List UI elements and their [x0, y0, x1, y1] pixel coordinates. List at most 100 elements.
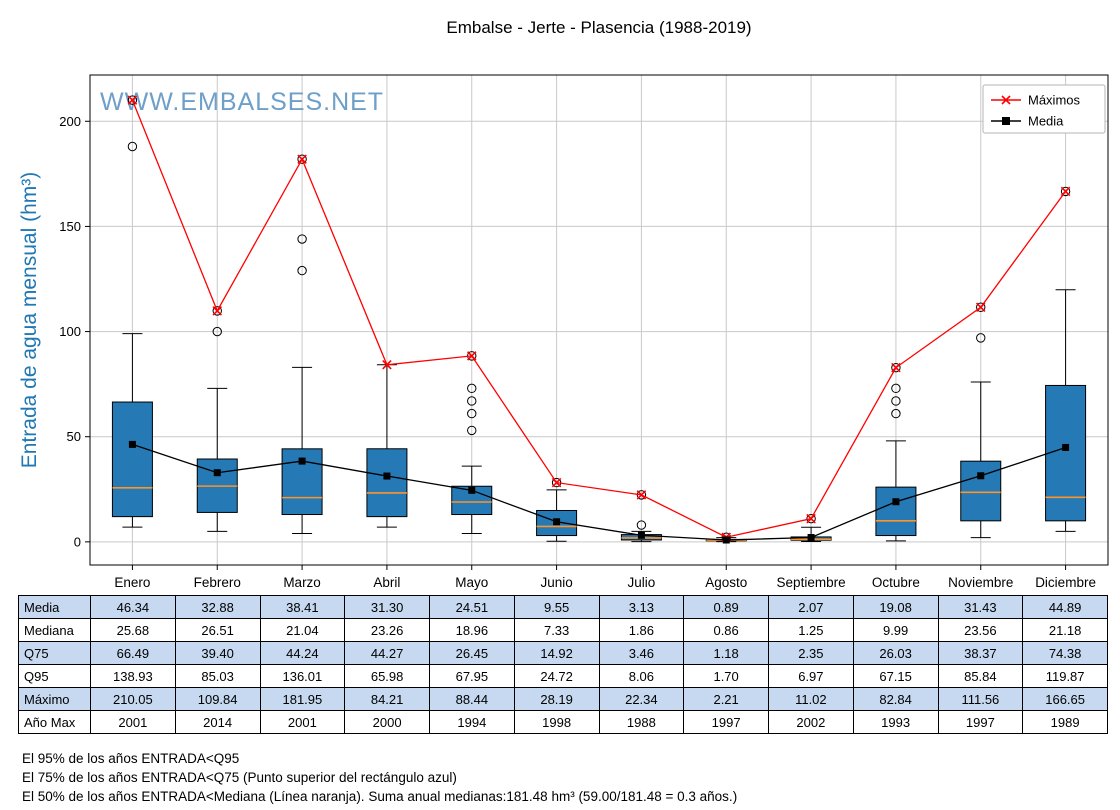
table-cell: 66.49: [90, 641, 176, 665]
table-cell: 1998: [513, 710, 600, 734]
footnote-q75: El 75% de los años ENTRADA<Q75 (Punto su…: [22, 770, 457, 785]
table-cell: 21.04: [259, 618, 346, 642]
footnote-mediana: El 50% de los años ENTRADA<Mediana (Líne…: [22, 789, 738, 804]
x-tick-label: Septiembre: [777, 575, 846, 590]
x-tick-label: Diciembre: [1035, 575, 1096, 590]
outlier-marker: [127, 141, 138, 152]
table-cell: 1.18: [683, 641, 769, 665]
table-cell: 25.68: [90, 618, 176, 642]
table-cell: 1989: [1022, 710, 1108, 734]
maximos-line: [131, 99, 1067, 538]
outlier-marker: [212, 326, 222, 337]
table-cell: 28.19: [513, 687, 600, 711]
table-cell: 11.02: [768, 687, 854, 711]
outlier-marker: [636, 520, 647, 530]
table-cell: 0.89: [683, 595, 769, 619]
table-cell: 19.08: [852, 595, 939, 619]
box: [960, 460, 1002, 522]
table-row: Año Max 2001 2014 2001 2000 1994 1998 1988 1997 2…: [18, 710, 1108, 734]
table-cell: 2.07: [768, 595, 854, 619]
table-cell: 6.97: [768, 664, 854, 688]
row-label: Media: [18, 595, 91, 619]
table-row: Mediana 25.68 26.51 21.04 23.26 18.96 7.33 1.86…: [18, 618, 1108, 642]
outlier-marker: [891, 383, 901, 394]
square-marker: [213, 469, 221, 477]
x-marker: [382, 360, 392, 370]
table-cell: 2001: [90, 710, 176, 734]
table-cell: 88.44: [429, 687, 515, 711]
table-cell: 181.95: [259, 687, 346, 711]
outlier-marker: [212, 306, 222, 316]
x-marker: [551, 477, 562, 488]
outlier-marker: [467, 396, 477, 406]
x-marker: [212, 306, 223, 316]
table-cell: 1.70: [683, 664, 769, 688]
x-marker: [636, 490, 647, 500]
square-marker: [128, 440, 136, 448]
x-marker: [466, 351, 477, 361]
table-cell: 3.46: [598, 641, 685, 665]
boxplot-chart: WWW.EMBALSES.NET 0 50 100 150 200 Enero Febrero…: [59, 74, 1109, 590]
outlier-marker: [976, 302, 986, 312]
y-axis-label: Entrada de agua mensual (hm³): [18, 171, 41, 469]
table-cell: 1997: [683, 710, 769, 734]
square-marker: [807, 534, 815, 542]
row-label: Mediana: [18, 618, 91, 642]
page-title: Embalse - Jerte - Plasencia (1988-2019): [446, 18, 752, 37]
y-tick-label: 50: [67, 429, 81, 444]
x-marker: [1060, 186, 1071, 197]
x-marker: [297, 154, 307, 164]
table-cell: 26.03: [852, 641, 939, 665]
table-cell: 65.98: [344, 664, 430, 688]
table-cell: 38.41: [259, 595, 346, 619]
row-label: Máximo: [18, 687, 91, 711]
table-cell: 31.30: [344, 595, 430, 619]
legend-x-marker: [1001, 95, 1011, 105]
box: [111, 401, 153, 518]
x-tick-label: Abril: [373, 575, 400, 590]
square-marker: [977, 472, 985, 480]
table-cell: 9.55: [513, 595, 600, 619]
square-marker: [722, 536, 730, 544]
y-tick-label: 200: [59, 114, 81, 129]
x-tick-label: Agosto: [705, 575, 747, 590]
table-cell: 1997: [937, 710, 1024, 734]
y-tick-label: 100: [59, 324, 81, 339]
table-cell: 18.96: [429, 618, 515, 642]
table-cell: 111.56: [937, 687, 1024, 711]
table-cell: 85.03: [174, 664, 261, 688]
table-row: Máximo 210.05 109.84 181.95 84.21 88.44 28.19 2…: [18, 687, 1108, 711]
table-cell: 1994: [429, 710, 515, 734]
table-cell: 2001: [259, 710, 346, 734]
table-cell: 44.89: [1022, 595, 1108, 619]
table-cell: 2014: [174, 710, 261, 734]
footnote-q95: El 95% de los años ENTRADA<Q95: [22, 751, 240, 766]
table-cell: 21.18: [1022, 618, 1108, 642]
square-marker: [1062, 443, 1070, 451]
table-cell: 67.15: [852, 664, 939, 688]
table-cell: 85.84: [937, 664, 1024, 688]
table-cell: 2002: [768, 710, 854, 734]
square-marker: [298, 457, 306, 465]
media-line: [132, 443, 1066, 541]
table-cell: 26.51: [174, 618, 261, 642]
outlier-marker: [891, 396, 901, 406]
table-cell: 44.27: [344, 641, 430, 665]
table-cell: 3.13: [598, 595, 685, 619]
x-tick-label: Julio: [628, 575, 656, 590]
outlier-marker: [891, 362, 901, 373]
table-cell: 26.45: [429, 641, 515, 665]
outlier-marker: [297, 154, 307, 164]
table-cell: 24.72: [513, 664, 600, 688]
table-cell: 138.93: [90, 664, 176, 688]
table-row: Q95 138.93 85.03 136.01 65.98 67.95 24.72 8.06 1…: [18, 664, 1108, 688]
outlier-marker: [297, 265, 307, 276]
table-cell: 1.25: [768, 618, 854, 642]
square-marker: [468, 486, 476, 494]
table-cell: 210.05: [90, 687, 176, 711]
footnotes: El 95% de los años ENTRADA<Q95 El 75% de…: [22, 749, 737, 806]
row-label: Q75: [18, 641, 91, 665]
legend-square-marker: [1002, 117, 1010, 125]
table-cell: 2000: [344, 710, 430, 734]
